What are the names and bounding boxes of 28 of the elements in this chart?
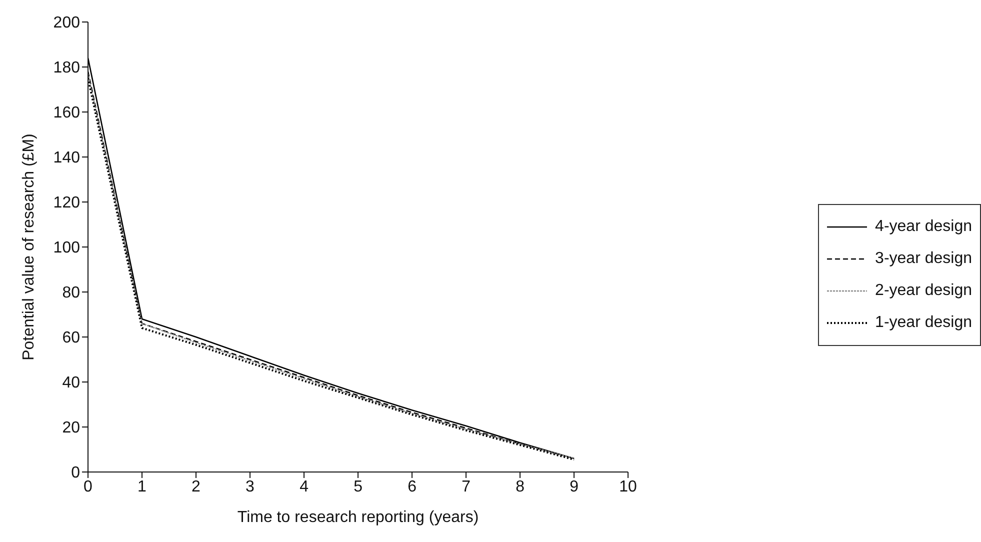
legend-label: 3-year design	[875, 250, 972, 268]
x-tick-label: 7	[462, 478, 471, 496]
x-tick-label: 2	[192, 478, 201, 496]
y-tick-label: 20	[62, 420, 80, 437]
y-tick-label: 100	[53, 240, 80, 257]
x-tick-label: 5	[354, 478, 363, 496]
y-tick-label: 200	[53, 14, 80, 32]
x-tick-label: 4	[300, 478, 309, 496]
y-tick-label: 40	[62, 374, 80, 392]
x-axis-title: Time to research reporting (years)	[237, 509, 479, 526]
x-tick-label: 0	[84, 478, 93, 496]
y-tick-label: 0	[71, 464, 80, 482]
y-tick-label: 60	[62, 330, 80, 347]
y-tick-label: 180	[53, 60, 80, 77]
y-tick-label: 140	[53, 150, 80, 167]
y-tick-label: 160	[53, 104, 80, 122]
legend-label: 1-year design	[875, 314, 972, 332]
y-tick-label: 80	[62, 284, 80, 302]
x-tick-label: 3	[246, 478, 255, 496]
legend-label: 4-year design	[875, 218, 972, 236]
x-tick-label: 9	[570, 478, 579, 496]
x-tick-label: 10	[619, 478, 638, 496]
legend-label: 2-year design	[875, 282, 972, 300]
y-axis-title: Potential value of research (£M)	[20, 134, 38, 360]
x-tick-label: 6	[408, 478, 417, 496]
y-tick-label: 120	[53, 194, 80, 212]
x-tick-label: 8	[516, 478, 525, 496]
x-tick-label: 1	[138, 478, 147, 496]
